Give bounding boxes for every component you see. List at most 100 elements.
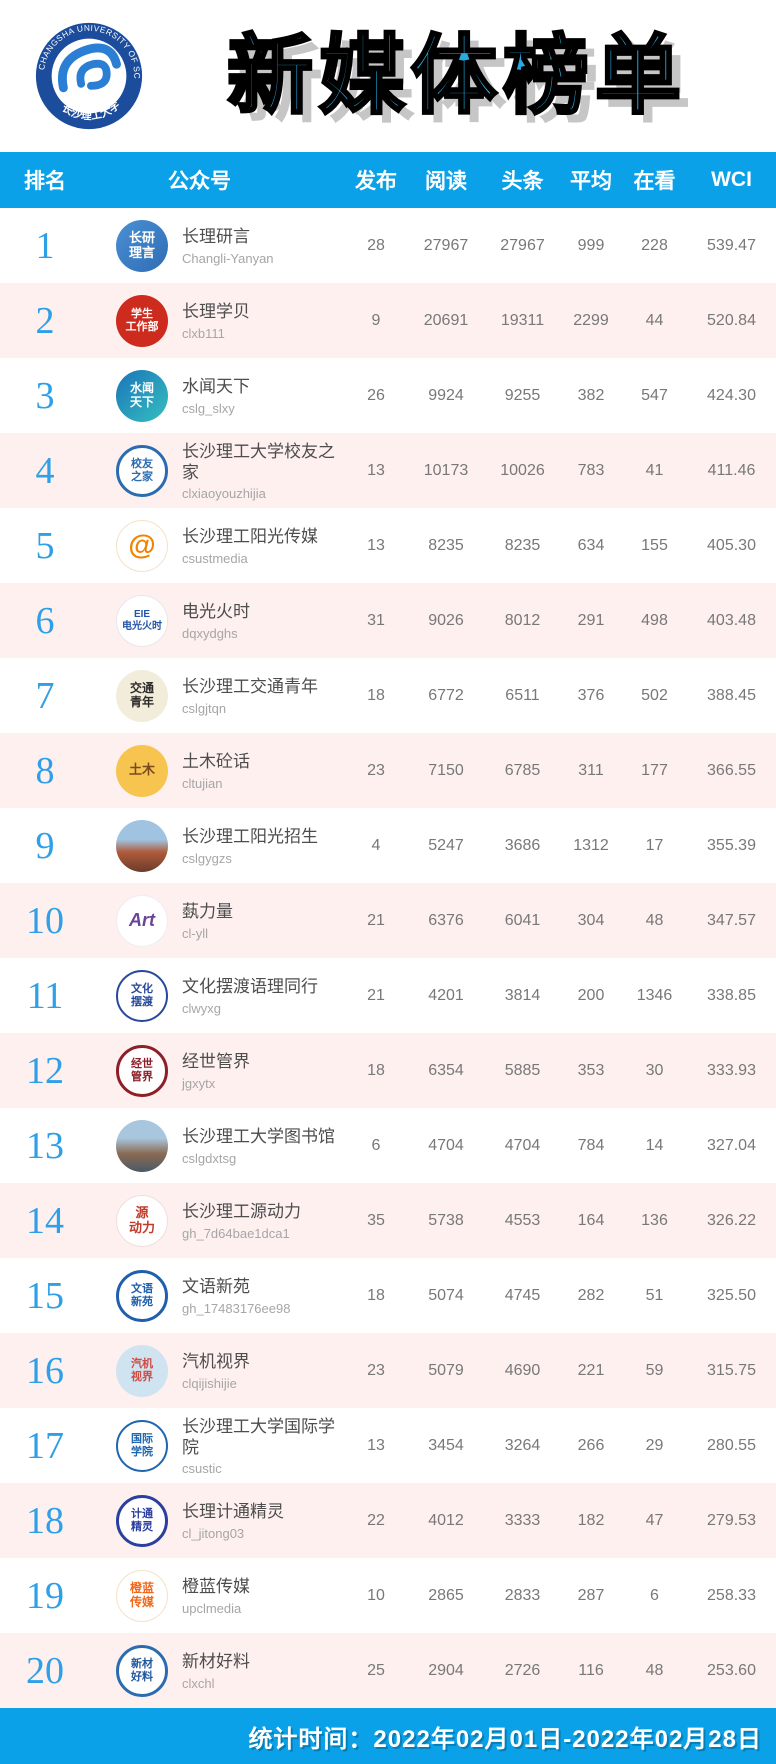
publish-count: 21 [367, 986, 385, 1004]
account-id: clxiaoyouzhijia [182, 486, 266, 502]
publish-count: 23 [367, 1361, 385, 1379]
account-avatar [116, 819, 168, 872]
watching-count: 17 [645, 836, 664, 854]
average-count: 116 [578, 1661, 604, 1679]
read-count: 5079 [428, 1361, 464, 1379]
headline-count: 4553 [504, 1211, 541, 1229]
publish-count: 26 [367, 386, 385, 404]
account-id: cslgdxtsg [182, 1150, 237, 1166]
table-row: 10 Art 蓺力量 cl-yll 21 6376 6041 304 48 34… [0, 883, 776, 958]
watching-count: 1346 [636, 986, 673, 1004]
account-name: 水闻天下 [182, 377, 250, 397]
account-id: cslg_slxy [182, 400, 235, 416]
watching-count: 41 [645, 461, 664, 479]
wci-score: 405.30 [707, 536, 756, 554]
headline-count: 6785 [504, 761, 541, 779]
account-name: 电光火时 [182, 602, 250, 622]
watching-count: 6 [650, 1586, 659, 1604]
wci-score: 347.57 [707, 911, 756, 929]
account-id: clwyxg [182, 1000, 222, 1016]
headline-count: 2726 [504, 1661, 541, 1679]
rank-number: 2 [35, 299, 55, 342]
account-avatar: 校友 之家 [116, 444, 168, 497]
account-avatar: Art [116, 894, 168, 947]
rank-number: 15 [26, 1274, 64, 1317]
account-avatar: 长研 理言 [116, 219, 168, 272]
average-count: 291 [577, 611, 605, 629]
rank-number: 4 [35, 449, 55, 492]
account-name: 长沙理工大学国际学院 [182, 1416, 335, 1457]
account-name: 汽机视界 [182, 1352, 250, 1372]
account-avatar: 源 动力 [116, 1194, 168, 1247]
page-title: 新媒体榜单 [226, 28, 687, 124]
table-row: 19 橙蓝 传媒 橙蓝传媒 upclmedia 10 2865 2833 287… [0, 1558, 776, 1633]
wci-score: 333.93 [707, 1061, 756, 1079]
wci-score: 520.84 [707, 311, 756, 329]
read-count: 9026 [428, 611, 464, 629]
table-row: 20 新材 好料 新材好料 clxchl 25 2904 2726 116 48… [0, 1633, 776, 1708]
account-avatar: 新材 好料 [116, 1644, 168, 1697]
account-name: 文化摆渡语理同行 [182, 977, 318, 997]
top-banner: CHANGSHA UNIVERSITY OF SCIENCE & TECHNOL… [0, 0, 776, 152]
rank-number: 16 [26, 1349, 64, 1392]
watching-count: 177 [641, 761, 668, 779]
account-avatar: 交通 青年 [116, 669, 168, 722]
column-header-average: 平均 [570, 170, 612, 193]
rank-number: 3 [35, 374, 55, 417]
watching-count: 47 [645, 1511, 664, 1529]
publish-count: 28 [367, 236, 385, 254]
table-row: 18 计通 精灵 长理计通精灵 cl_jitong03 22 4012 3333… [0, 1483, 776, 1558]
publish-count: 18 [367, 1061, 385, 1079]
rank-number: 7 [35, 674, 55, 717]
headline-count: 8235 [504, 536, 541, 554]
average-count: 311 [578, 761, 604, 779]
wci-score: 424.30 [707, 386, 756, 404]
account-avatar: @ [116, 519, 168, 572]
headline-count: 3686 [504, 836, 541, 854]
rank-number: 17 [26, 1424, 64, 1467]
account-id: cslgygzs [182, 850, 232, 866]
account-name: 文语新苑 [182, 1277, 250, 1297]
account-id: gh_7d64bae1dca1 [182, 1225, 290, 1241]
rank-number: 11 [26, 974, 64, 1017]
table-body: 1 长研 理言 长理研言 Changli-Yanyan 28 27967 279… [0, 208, 776, 1708]
average-count: 266 [577, 1436, 605, 1454]
read-count: 10173 [423, 461, 469, 479]
account-id: cslgjtqn [182, 700, 227, 716]
account-name: 长理学贝 [182, 302, 250, 322]
average-count: 200 [577, 986, 605, 1004]
account-avatar [116, 1119, 168, 1172]
wci-score: 279.53 [707, 1511, 756, 1529]
wci-score: 325.50 [707, 1286, 756, 1304]
watching-count: 44 [645, 311, 664, 329]
account-avatar: EIE 电光火时 [116, 594, 168, 647]
column-header-watching: 在看 [633, 170, 676, 193]
column-header-rank: 排名 [24, 170, 66, 193]
rank-number: 14 [26, 1199, 64, 1242]
read-count: 4201 [428, 986, 464, 1004]
account-id: clqijishijie [182, 1375, 237, 1391]
account-id: upclmedia [182, 1600, 242, 1616]
read-count: 8235 [428, 536, 464, 554]
average-count: 783 [577, 461, 605, 479]
headline-count: 3333 [504, 1511, 541, 1529]
table-row: 14 源 动力 长沙理工源动力 gh_7d64bae1dca1 35 5738 … [0, 1183, 776, 1258]
read-count: 9924 [428, 386, 464, 404]
headline-count: 3264 [504, 1436, 541, 1454]
read-count: 2865 [428, 1586, 464, 1604]
average-count: 376 [577, 686, 605, 704]
headline-count: 4745 [504, 1286, 541, 1304]
read-count: 27967 [423, 236, 469, 254]
read-count: 2904 [428, 1661, 464, 1679]
average-count: 353 [577, 1061, 605, 1079]
publish-count: 23 [367, 761, 385, 779]
wci-score: 326.22 [707, 1211, 756, 1229]
account-name: 长沙理工大学校友之家 [182, 441, 335, 482]
account-name: 橙蓝传媒 [182, 1577, 250, 1597]
rank-number: 19 [26, 1574, 64, 1617]
rank-number: 18 [26, 1499, 64, 1542]
footer-bar: 统计时间：2022年02月01日-2022年02月28日 [0, 1708, 776, 1764]
table-row: 16 汽机 视界 汽机视界 clqijishijie 23 5079 4690 … [0, 1333, 776, 1408]
average-count: 282 [577, 1286, 605, 1304]
account-id: csustmedia [182, 550, 248, 566]
